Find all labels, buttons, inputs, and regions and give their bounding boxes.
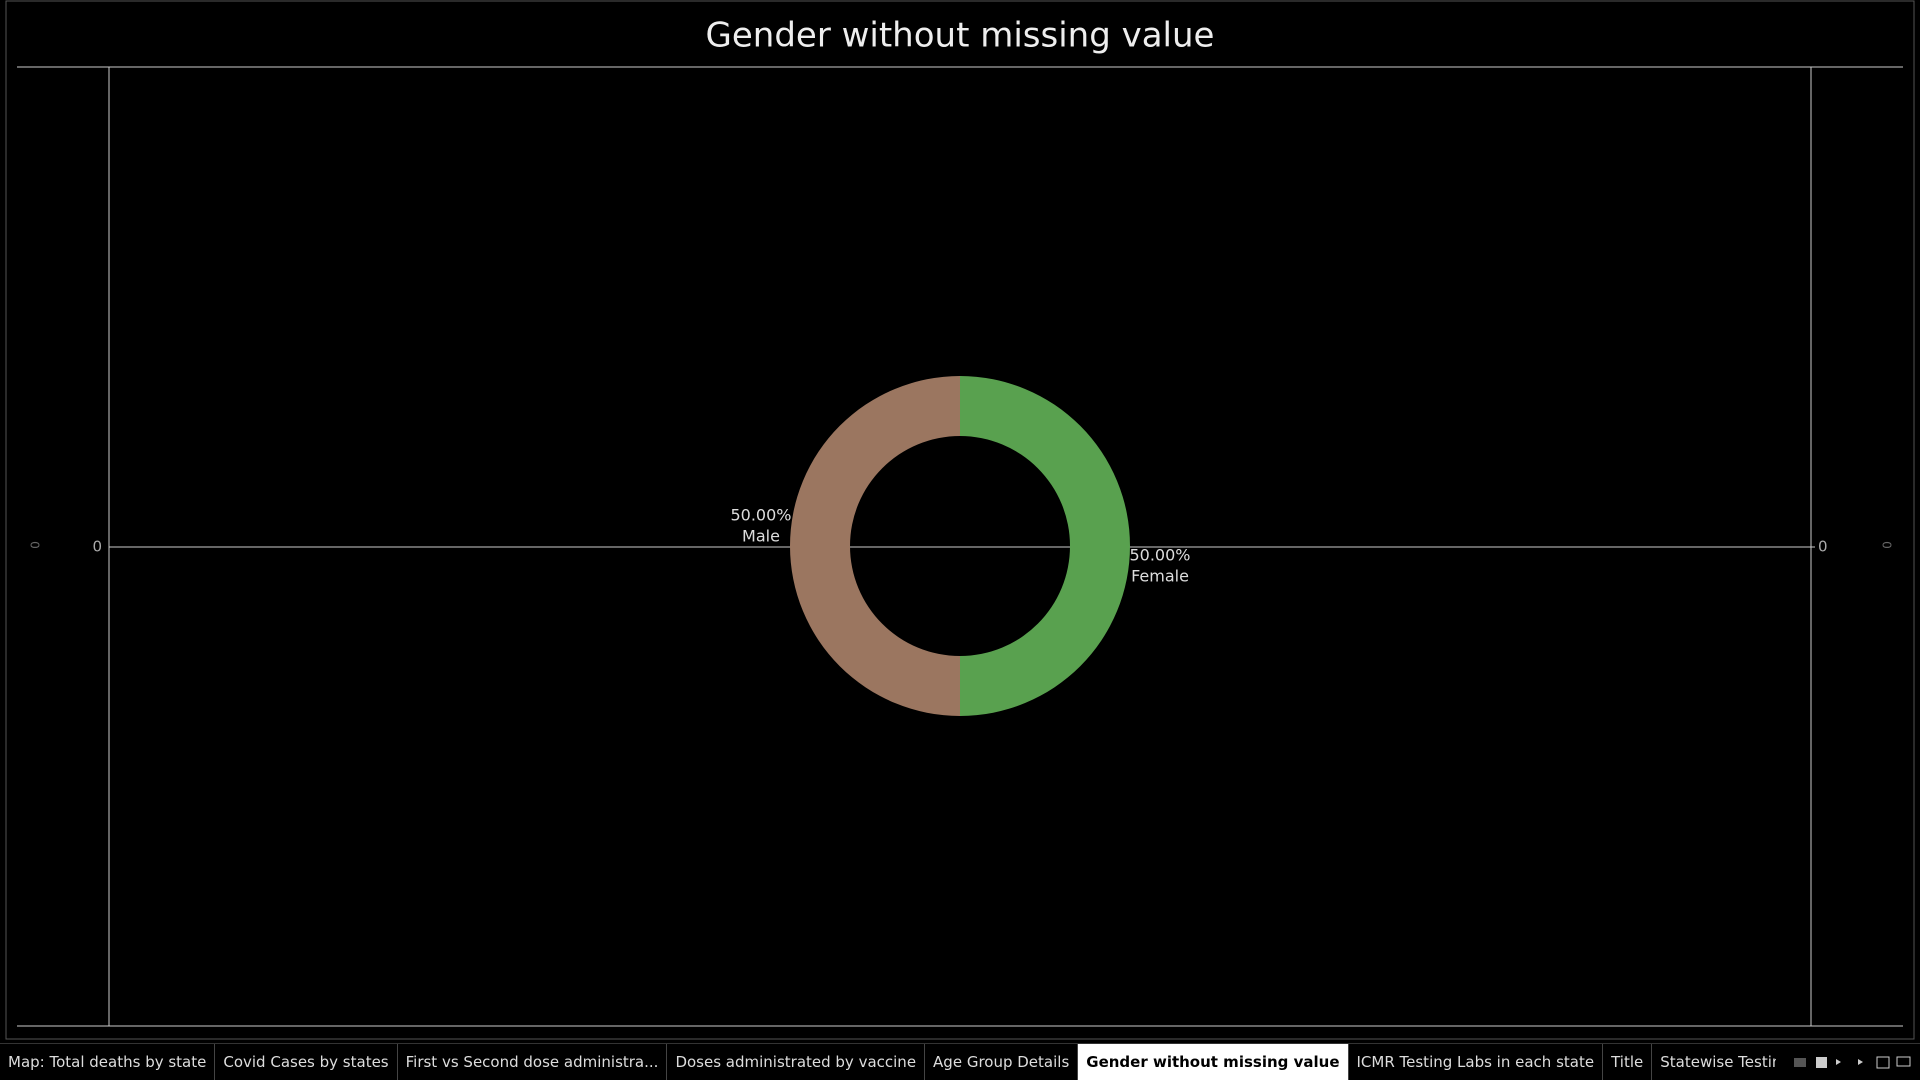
sheet-tab[interactable]: Map: Total deaths by state bbox=[0, 1044, 216, 1080]
sheet-tabs: Map: Total deaths by state Covid Cases by… bbox=[0, 1043, 1920, 1080]
prev-icon[interactable] bbox=[1836, 1059, 1841, 1065]
chart-border bbox=[5, 0, 1915, 1040]
slice-value-label: 50.00% bbox=[730, 506, 791, 525]
fullscreen-icon[interactable] bbox=[1876, 1056, 1890, 1069]
sheet-tab[interactable]: Statewise Testing Details bbox=[1652, 1044, 1776, 1080]
y2-axis-title: 0 bbox=[1880, 541, 1894, 549]
tabs-icon[interactable] bbox=[1816, 1057, 1827, 1068]
sheet-tab[interactable]: Title bbox=[1603, 1044, 1653, 1080]
filmstrip-icon[interactable] bbox=[1794, 1058, 1806, 1067]
sheet-tab[interactable]: First vs Second dose administra... bbox=[398, 1044, 668, 1080]
sheet-tab[interactable]: Age Group Details bbox=[925, 1044, 1079, 1080]
slice-value-label: 50.00% bbox=[1129, 546, 1190, 565]
sheet-tab[interactable]: ICMR Testing Labs in each state bbox=[1349, 1044, 1604, 1080]
chart: Gender without missing value 0 0 0 0 50.00… bbox=[5, 0, 1915, 1040]
y2-tick-label: 0 bbox=[1818, 538, 1828, 556]
sheet-tab[interactable]: Covid Cases by states bbox=[215, 1044, 398, 1080]
y-tick-label: 0 bbox=[92, 538, 102, 556]
next-icon[interactable] bbox=[1858, 1059, 1863, 1065]
sheet-tab[interactable]: Doses administrated by vaccine bbox=[667, 1044, 926, 1080]
present-icon[interactable] bbox=[1896, 1056, 1911, 1067]
chart-title: Gender without missing value bbox=[706, 16, 1215, 56]
y-axis-title: 0 bbox=[28, 541, 42, 549]
sheet-tab[interactable]: Gender without missing value bbox=[1078, 1044, 1349, 1080]
donut-slice bbox=[960, 376, 1130, 716]
slice-category-label: Female bbox=[1131, 567, 1189, 586]
tab-controls bbox=[1794, 1056, 1911, 1069]
tab-strip: Map: Total deaths by state Covid Cases by… bbox=[0, 1044, 1776, 1080]
slice-category-label: Male bbox=[742, 527, 780, 546]
donut-slice bbox=[790, 376, 960, 716]
